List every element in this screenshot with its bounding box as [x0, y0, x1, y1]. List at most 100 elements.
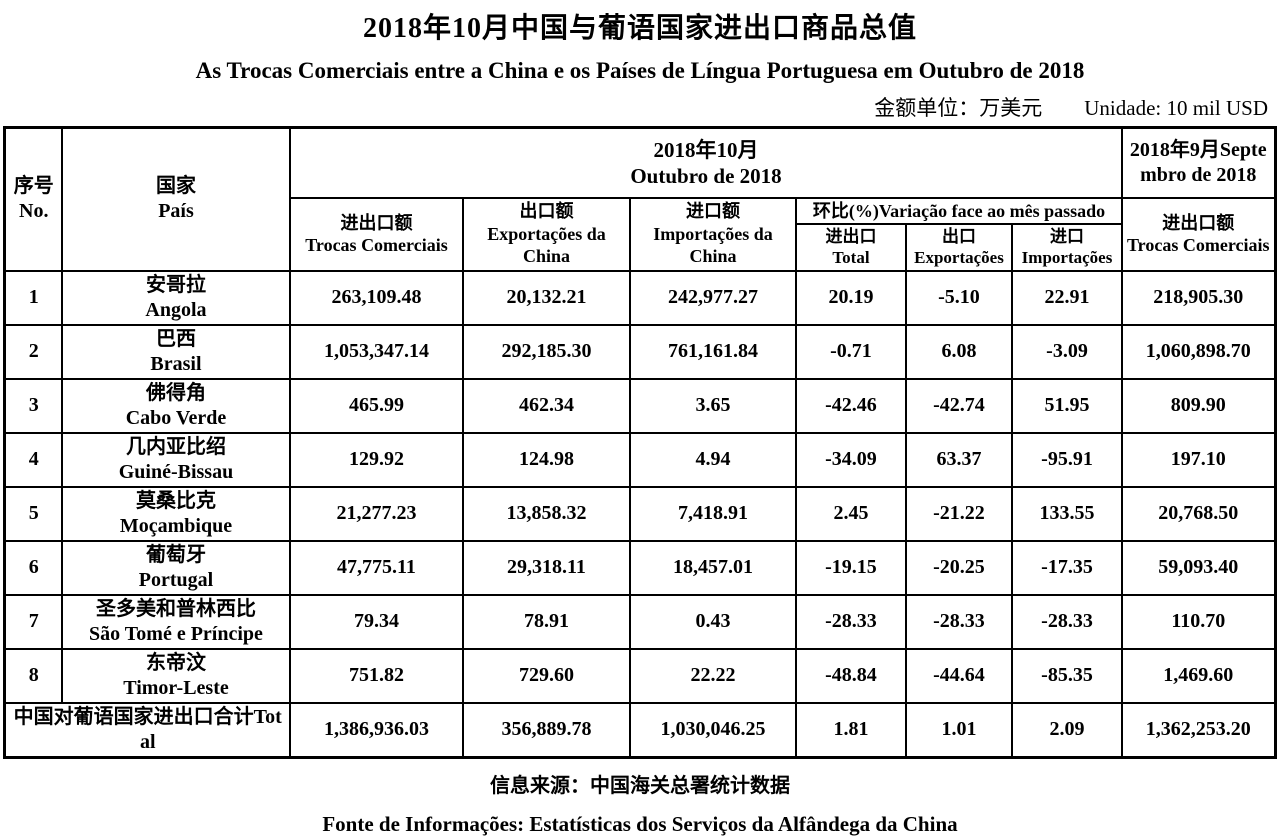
- september-trade-value: 110.70: [1121, 593, 1277, 650]
- trade-total-value: 751.82: [288, 647, 464, 704]
- variation-total-value: -48.84: [794, 647, 907, 704]
- header-october-2018: 2018年10月 Outubro de 2018: [288, 126, 1124, 199]
- trade-total-value: 21,277.23: [288, 485, 464, 542]
- trade-total-value: 465.99: [288, 377, 464, 434]
- country-cell: 巴西 Brasil: [60, 323, 291, 380]
- total-row-label: 中国对葡语国家进出口合计Total: [3, 701, 291, 758]
- variation-exports-value: -5.10: [904, 269, 1013, 326]
- imports-value: 3.65: [628, 377, 797, 434]
- row-number: 1: [3, 269, 63, 326]
- trade-total-value: 47,775.11: [288, 539, 464, 596]
- header-imports: 进口额 Importações da China: [628, 196, 797, 272]
- imports-value: 18,457.01: [628, 539, 797, 596]
- variation-total-value: 20.19: [794, 269, 907, 326]
- variation-total-value: -28.33: [794, 593, 907, 650]
- row-number: 6: [3, 539, 63, 596]
- imports-value: 761,161.84: [628, 323, 797, 380]
- exports-value: 356,889.78: [461, 701, 631, 758]
- table-row-portugal: 6 葡萄牙 Portugal 47,775.11 29,318.11 18,45…: [3, 539, 1277, 596]
- row-number: 4: [3, 431, 63, 488]
- table-row-guine-bissau: 4 几内亚比绍 Guiné-Bissau 129.92 124.98 4.94 …: [3, 431, 1277, 488]
- variation-imports-value: 2.09: [1010, 701, 1124, 758]
- variation-imports-value: 22.91: [1010, 269, 1124, 326]
- unit-label-pt: Unidade: 10 mil USD: [1084, 96, 1268, 120]
- header-trade-total: 进出口额 Trocas Comerciais: [288, 196, 464, 272]
- table-row-total: 中国对葡语国家进出口合计Total 1,386,936.03 356,889.7…: [3, 701, 1277, 758]
- country-cell: 圣多美和普林西比 São Tomé e Príncipe: [60, 593, 291, 650]
- variation-imports-value: 133.55: [1010, 485, 1124, 542]
- header-exports: 出口额 Exportações da China: [461, 196, 631, 272]
- variation-total-value: -42.46: [794, 377, 907, 434]
- header-variation: 环比(%)Variação face ao mês passado: [794, 196, 1124, 225]
- variation-exports-value: -28.33: [904, 593, 1013, 650]
- trade-table: 序号 No. 国家 País 2018年10月 Outubro de 2018 …: [3, 126, 1277, 759]
- variation-imports-value: -28.33: [1010, 593, 1124, 650]
- september-trade-value: 218,905.30: [1121, 269, 1277, 326]
- header-country: 国家 País: [60, 126, 291, 272]
- row-number: 8: [3, 647, 63, 704]
- september-trade-value: 809.90: [1121, 377, 1277, 434]
- page-title-pt: As Trocas Comerciais entre a China e os …: [195, 58, 1085, 83]
- variation-total-value: -19.15: [794, 539, 907, 596]
- september-trade-value: 1,362,253.20: [1121, 701, 1277, 758]
- table-row-mocambique: 5 莫桑比克 Moçambique 21,277.23 13,858.32 7,…: [3, 485, 1277, 542]
- exports-value: 29,318.11: [461, 539, 631, 596]
- september-trade-value: 20,768.50: [1121, 485, 1277, 542]
- variation-exports-value: 1.01: [904, 701, 1013, 758]
- imports-value: 1,030,046.25: [628, 701, 797, 758]
- imports-value: 22.22: [628, 647, 797, 704]
- variation-total-value: 1.81: [794, 701, 907, 758]
- exports-value: 124.98: [461, 431, 631, 488]
- source-note-pt: Fonte de Informações: Estatísticas dos S…: [322, 811, 958, 836]
- variation-total-value: -34.09: [794, 431, 907, 488]
- table-row-cabo-verde: 3 佛得角 Cabo Verde 465.99 462.34 3.65 -42.…: [3, 377, 1277, 434]
- exports-value: 13,858.32: [461, 485, 631, 542]
- row-number: 7: [3, 593, 63, 650]
- row-number: 3: [3, 377, 63, 434]
- header-september-2018: 2018年9月Septembro de 2018: [1121, 126, 1277, 199]
- table-row-sao-tome-e-principe: 7 圣多美和普林西比 São Tomé e Príncipe 79.34 78.…: [3, 593, 1277, 650]
- header-variation-imports: 进口 Importações: [1010, 223, 1124, 272]
- table-row-brasil: 2 巴西 Brasil 1,053,347.14 292,185.30 761,…: [3, 323, 1277, 380]
- header-variation-total: 进出口 Total: [794, 223, 907, 272]
- table-row-angola: 1 安哥拉 Angola 263,109.48 20,132.21 242,97…: [3, 269, 1277, 326]
- country-cell: 安哥拉 Angola: [60, 269, 291, 326]
- variation-exports-value: -42.74: [904, 377, 1013, 434]
- imports-value: 7,418.91: [628, 485, 797, 542]
- exports-value: 462.34: [461, 377, 631, 434]
- variation-total-value: -0.71: [794, 323, 907, 380]
- row-number: 2: [3, 323, 63, 380]
- page-title-zh: 2018年10月中国与葡语国家进出口商品总值: [362, 13, 917, 44]
- variation-imports-value: 51.95: [1010, 377, 1124, 434]
- trade-total-value: 1,386,936.03: [288, 701, 464, 758]
- variation-exports-value: 63.37: [904, 431, 1013, 488]
- country-cell: 葡萄牙 Portugal: [60, 539, 291, 596]
- september-trade-value: 197.10: [1121, 431, 1277, 488]
- source-note-zh: 信息来源：中国海关总署统计数据: [490, 774, 790, 797]
- variation-exports-value: 6.08: [904, 323, 1013, 380]
- country-cell: 佛得角 Cabo Verde: [60, 377, 291, 434]
- variation-imports-value: -85.35: [1010, 647, 1124, 704]
- exports-value: 729.60: [461, 647, 631, 704]
- header-no: 序号 No.: [3, 126, 63, 272]
- country-cell: 莫桑比克 Moçambique: [60, 485, 291, 542]
- unit-label-zh: 金额单位：万美元: [874, 96, 1043, 120]
- row-number: 5: [3, 485, 63, 542]
- september-trade-value: 1,469.60: [1121, 647, 1277, 704]
- country-cell: 东帝汶 Timor-Leste: [60, 647, 291, 704]
- exports-value: 292,185.30: [461, 323, 631, 380]
- imports-value: 242,977.27: [628, 269, 797, 326]
- variation-imports-value: -3.09: [1010, 323, 1124, 380]
- unit-line: 金额单位：万美元 Unidade: 10 mil USD: [0, 92, 1268, 122]
- variation-imports-value: -17.35: [1010, 539, 1124, 596]
- trade-total-value: 263,109.48: [288, 269, 464, 326]
- header-september-trade-total: 进出口额 Trocas Comerciais: [1121, 196, 1277, 272]
- trade-total-value: 129.92: [288, 431, 464, 488]
- variation-exports-value: -44.64: [904, 647, 1013, 704]
- exports-value: 20,132.21: [461, 269, 631, 326]
- header-variation-exports: 出口 Exportações: [904, 223, 1013, 272]
- september-trade-value: 59,093.40: [1121, 539, 1277, 596]
- september-trade-value: 1,060,898.70: [1121, 323, 1277, 380]
- variation-imports-value: -95.91: [1010, 431, 1124, 488]
- variation-exports-value: -21.22: [904, 485, 1013, 542]
